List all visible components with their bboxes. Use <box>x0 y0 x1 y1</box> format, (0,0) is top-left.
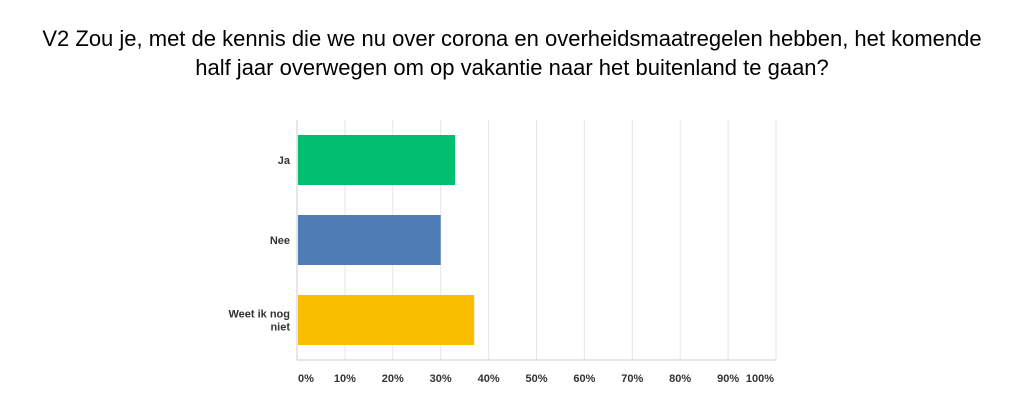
category-label: Ja <box>278 155 291 167</box>
x-tick-label: 0% <box>298 373 314 385</box>
x-tick-label: 70% <box>621 373 643 385</box>
x-tick-label: 90% <box>717 373 739 385</box>
x-tick-label: 10% <box>334 373 356 385</box>
x-tick-label: 20% <box>382 373 404 385</box>
x-tick-label: 50% <box>525 373 547 385</box>
labels: 0% 10% 20% 30% 40% 50% 60% 70% 80% 90% 100% Ja Nee We… <box>228 155 774 385</box>
x-tick-label: 40% <box>478 373 500 385</box>
bar-weet-ik-nog-niet <box>298 295 475 345</box>
x-tick-label: 80% <box>669 373 691 385</box>
x-tick-label: 100% <box>746 373 774 385</box>
axes <box>296 120 776 361</box>
bars <box>298 135 475 345</box>
category-label: Nee <box>270 235 290 247</box>
chart-title: V2 Zou je, met de kennis die we nu over … <box>42 26 982 80</box>
category-label: Weet ik nog niet <box>228 309 290 334</box>
bar-ja <box>298 135 456 185</box>
x-tick-label: 60% <box>573 373 595 385</box>
bar-nee <box>298 215 441 265</box>
x-tick-label: 30% <box>430 373 452 385</box>
